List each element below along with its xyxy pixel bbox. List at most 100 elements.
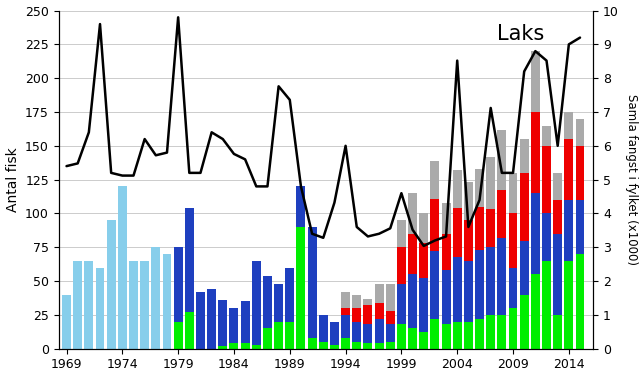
Bar <box>419 213 428 243</box>
Bar <box>341 315 350 338</box>
Bar <box>285 322 294 349</box>
Bar <box>408 274 417 328</box>
Bar <box>520 241 529 294</box>
Bar <box>341 292 350 308</box>
Bar <box>531 274 540 349</box>
Bar <box>285 268 294 322</box>
Bar <box>397 220 406 247</box>
Bar <box>263 276 272 328</box>
Bar <box>162 254 171 349</box>
Bar <box>330 345 339 349</box>
Bar <box>442 324 451 349</box>
Bar <box>296 186 305 227</box>
Bar <box>241 301 250 343</box>
Bar <box>62 294 71 349</box>
Bar <box>319 342 328 349</box>
Bar <box>531 193 540 274</box>
Bar <box>363 299 372 305</box>
Bar <box>84 261 93 349</box>
Bar <box>207 289 216 349</box>
Bar <box>352 308 361 322</box>
Bar <box>174 322 183 349</box>
Bar <box>442 270 451 324</box>
Bar <box>118 186 127 349</box>
Bar <box>341 338 350 349</box>
Bar <box>475 319 484 349</box>
Bar <box>475 169 484 207</box>
Bar <box>576 119 585 146</box>
Bar <box>542 126 551 146</box>
Bar <box>363 305 372 324</box>
Bar <box>352 322 361 342</box>
Bar <box>553 173 562 200</box>
Bar <box>107 220 116 349</box>
Bar <box>542 146 551 213</box>
Bar <box>564 261 573 349</box>
Bar <box>464 322 473 349</box>
Bar <box>497 190 506 238</box>
Bar <box>375 319 384 343</box>
Y-axis label: Samla fangst i fylket (x1000): Samla fangst i fylket (x1000) <box>625 94 638 265</box>
Bar <box>486 247 495 315</box>
Bar <box>274 322 283 349</box>
Bar <box>576 200 585 254</box>
Bar <box>430 161 439 199</box>
Bar <box>564 112 573 139</box>
Bar <box>151 247 160 349</box>
Bar <box>252 261 261 345</box>
Bar <box>252 345 261 349</box>
Bar <box>542 261 551 349</box>
Bar <box>308 227 317 338</box>
Bar <box>453 257 462 322</box>
Bar <box>497 130 506 190</box>
Bar <box>453 322 462 349</box>
Bar <box>564 139 573 200</box>
Bar <box>386 324 395 342</box>
Bar <box>375 284 384 303</box>
Bar <box>509 308 518 349</box>
Bar <box>95 268 104 349</box>
Bar <box>296 227 305 349</box>
Bar <box>442 234 451 270</box>
Bar <box>375 343 384 349</box>
Bar <box>352 294 361 308</box>
Bar <box>308 338 317 349</box>
Bar <box>497 238 506 315</box>
Bar <box>553 315 562 349</box>
Bar <box>386 284 395 311</box>
Bar <box>475 207 484 250</box>
Bar <box>564 200 573 261</box>
Bar <box>263 328 272 349</box>
Y-axis label: Antal fisk: Antal fisk <box>6 147 19 212</box>
Bar <box>464 182 473 220</box>
Bar <box>576 146 585 200</box>
Bar <box>386 342 395 349</box>
Bar <box>475 250 484 319</box>
Bar <box>509 173 518 213</box>
Bar <box>397 247 406 284</box>
Bar <box>419 243 428 278</box>
Bar <box>464 220 473 261</box>
Bar <box>486 315 495 349</box>
Bar <box>520 173 529 241</box>
Bar <box>218 300 227 346</box>
Bar <box>185 208 194 312</box>
Bar <box>576 254 585 349</box>
Bar <box>542 213 551 261</box>
Bar <box>509 213 518 268</box>
Bar <box>218 346 227 349</box>
Bar <box>73 261 82 349</box>
Bar <box>520 294 529 349</box>
Bar <box>408 234 417 274</box>
Bar <box>129 261 138 349</box>
Bar <box>486 157 495 209</box>
Bar <box>274 284 283 322</box>
Bar <box>442 202 451 234</box>
Bar <box>430 319 439 349</box>
Bar <box>520 139 529 173</box>
Text: Laks: Laks <box>497 24 544 44</box>
Bar <box>352 342 361 349</box>
Bar <box>453 170 462 208</box>
Bar <box>453 208 462 257</box>
Bar <box>386 311 395 324</box>
